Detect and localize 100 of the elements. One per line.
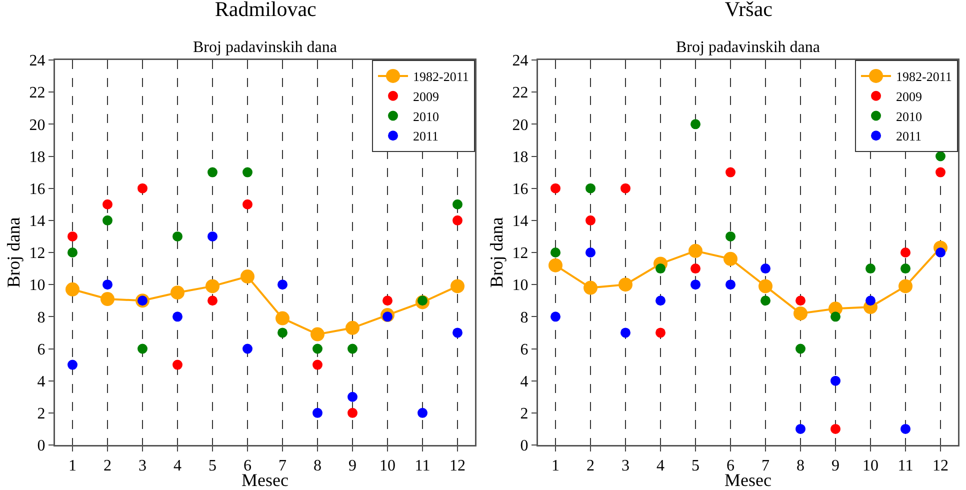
point [172, 360, 182, 370]
point [936, 151, 946, 162]
point [618, 278, 632, 292]
point [656, 296, 666, 306]
point [348, 392, 358, 402]
y-tick-label: 16 [29, 180, 46, 198]
y-axis-title: Broj dana [486, 217, 507, 288]
legend-label: 2011 [413, 128, 439, 144]
point [450, 279, 464, 294]
point [898, 279, 912, 294]
chart-title: Vršac [724, 0, 773, 22]
point [830, 312, 840, 322]
point [586, 183, 596, 194]
point [208, 167, 218, 178]
legend-label: 2010 [413, 108, 439, 124]
legend-label: 1982-2011 [413, 69, 469, 84]
point [102, 199, 112, 210]
point [242, 167, 252, 178]
chart-subtitle: Broj padavinskih dana [676, 39, 820, 56]
legend-label: 2009 [413, 88, 439, 104]
point [240, 270, 254, 284]
point [690, 264, 700, 274]
y-tick-label: 6 [37, 341, 46, 358]
y-tick-label: 16 [512, 180, 528, 198]
legend-label: 2009 [896, 88, 922, 104]
y-tick-label: 6 [520, 341, 528, 358]
y-tick-label: 0 [37, 438, 46, 455]
point [726, 167, 736, 178]
x-tick-label: 9 [832, 458, 840, 475]
x-tick-label: 12 [450, 458, 466, 475]
point [312, 344, 322, 354]
point [382, 296, 392, 306]
point [452, 328, 462, 338]
y-tick-label: 12 [29, 245, 46, 262]
point [138, 344, 148, 354]
point [278, 280, 288, 290]
point [726, 231, 736, 242]
point [346, 320, 360, 335]
y-tick-label: 12 [512, 245, 528, 262]
point [548, 258, 562, 272]
x-tick-label: 8 [796, 458, 804, 475]
point [688, 244, 702, 258]
point [866, 264, 876, 274]
point [690, 280, 700, 290]
point [586, 215, 596, 226]
point [900, 424, 910, 434]
y-tick-label: 18 [512, 148, 528, 166]
y-tick-label: 14 [512, 213, 528, 230]
point [102, 280, 112, 290]
y-tick-label: 14 [29, 213, 46, 230]
y-tick-label: 8 [37, 309, 46, 326]
y-tick-label: 24 [29, 52, 46, 70]
y-tick-label: 0 [520, 438, 528, 455]
point [796, 296, 806, 306]
point [690, 119, 700, 130]
y-axis-title: Broj dana [4, 217, 24, 288]
x-tick-label: 10 [862, 458, 878, 475]
point [68, 248, 78, 258]
legend-label: 2010 [896, 108, 922, 124]
point [278, 328, 288, 338]
x-tick-label: 1 [68, 458, 76, 475]
point [796, 424, 806, 434]
x-tick-label: 11 [414, 458, 430, 475]
point [348, 344, 358, 354]
point [900, 248, 910, 258]
legend-label: 2011 [896, 128, 922, 144]
x-tick-label: 1 [552, 458, 560, 475]
x-tick-label: 11 [898, 458, 914, 475]
y-tick-label: 10 [29, 277, 46, 294]
point [102, 215, 112, 226]
chart-subtitle: Broj padavinskih dana [193, 39, 337, 56]
point [172, 231, 182, 242]
point [550, 248, 560, 258]
point [726, 280, 736, 290]
y-tick-label: 24 [512, 52, 528, 70]
point [656, 264, 666, 274]
y-tick-label: 22 [29, 84, 46, 102]
y-tick-label: 20 [512, 116, 528, 134]
y-tick-label: 4 [37, 373, 46, 390]
point [866, 296, 876, 306]
point [452, 199, 462, 210]
point [724, 252, 738, 266]
y-tick-label: 22 [512, 84, 528, 102]
x-tick-label: 3 [622, 458, 630, 475]
x-tick-label: 2 [104, 458, 112, 475]
y-tick-label: 2 [37, 406, 46, 423]
point [796, 344, 806, 354]
y-tick-label: 8 [520, 309, 528, 326]
x-tick-label: 8 [314, 458, 322, 475]
point [170, 286, 184, 300]
chart-title: Radmilovac [214, 0, 316, 22]
point [100, 292, 114, 306]
point [242, 199, 252, 210]
point [656, 328, 666, 338]
point [550, 183, 560, 194]
point [312, 360, 322, 370]
x-tick-label: 2 [586, 458, 594, 475]
point [312, 408, 322, 418]
point [66, 282, 80, 296]
point [936, 167, 946, 178]
